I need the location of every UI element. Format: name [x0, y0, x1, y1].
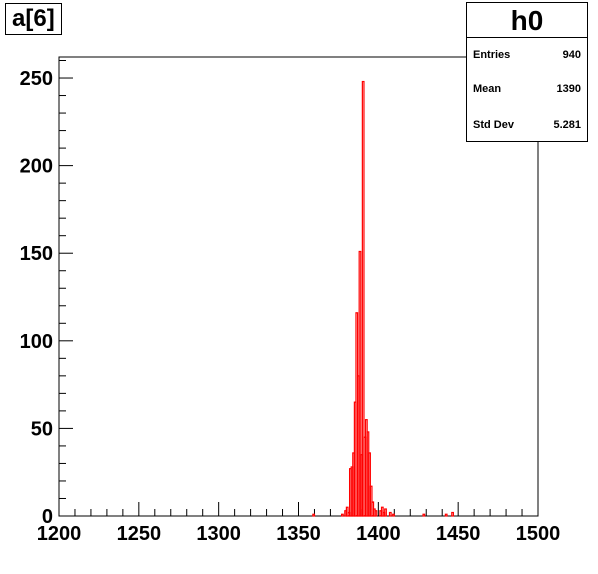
- histogram-bin: [422, 513, 426, 517]
- stats-entries-label: Entries: [473, 49, 511, 61]
- histogram-title: a[6]: [5, 3, 62, 35]
- histogram-bin: [361, 80, 365, 517]
- histogram-bins: [312, 80, 454, 517]
- y-tick-label: 250: [20, 68, 53, 90]
- y-tick-label: 50: [31, 418, 53, 440]
- histogram-bin: [392, 513, 395, 517]
- stats-mean-value: 1390: [556, 83, 581, 95]
- x-axis-ticks: [58, 502, 539, 516]
- y-tick-label: 200: [20, 156, 53, 178]
- stats-stddev-label: Std Dev: [473, 119, 514, 131]
- histogram-bin: [345, 506, 349, 517]
- y-tick-label: 100: [20, 331, 53, 353]
- y-tick-label: 150: [20, 243, 53, 265]
- histogram-bin: [368, 452, 371, 517]
- histogram-bin: [388, 511, 392, 517]
- histogram-bin: [341, 513, 344, 517]
- histogram-bin: [384, 508, 387, 517]
- histogram-bin: [380, 506, 384, 517]
- x-axis-tick-labels: 1200 1250 1300 1350 1400 1450 1500: [37, 523, 561, 545]
- y-axis-ticks: [59, 60, 73, 517]
- histogram-bin: [444, 513, 448, 517]
- histogram-bin: [451, 511, 454, 517]
- x-tick-label: 1300: [196, 523, 241, 545]
- stats-entries-value: 940: [562, 49, 581, 61]
- histogram-bin: [369, 485, 373, 517]
- histogram-bin: [312, 513, 316, 517]
- histogram-bin: [374, 510, 378, 517]
- y-axis-tick-labels: 0 50 100 150 200 250: [20, 68, 53, 528]
- histogram-bin: [358, 250, 362, 517]
- y-tick-label: 0: [42, 506, 53, 528]
- stats-histogram-name: h0: [467, 3, 587, 38]
- x-tick-label: 1450: [436, 523, 481, 545]
- x-tick-label: 1250: [117, 523, 162, 545]
- stats-box: h0 Entries 940 Mean 1390 Std Dev 5.281: [466, 2, 588, 142]
- x-tick-label: 1400: [356, 523, 401, 545]
- stats-mean-label: Mean: [473, 83, 502, 95]
- stats-row-mean: Mean 1390: [467, 83, 587, 99]
- stats-row-entries: Entries 940: [467, 49, 587, 65]
- x-tick-label: 1350: [276, 523, 321, 545]
- stats-stddev-value: 5.281: [553, 119, 581, 131]
- stats-row-stddev: Std Dev 5.281: [467, 119, 587, 135]
- x-tick-label: 1500: [516, 523, 561, 545]
- x-tick-label: 1200: [37, 523, 82, 545]
